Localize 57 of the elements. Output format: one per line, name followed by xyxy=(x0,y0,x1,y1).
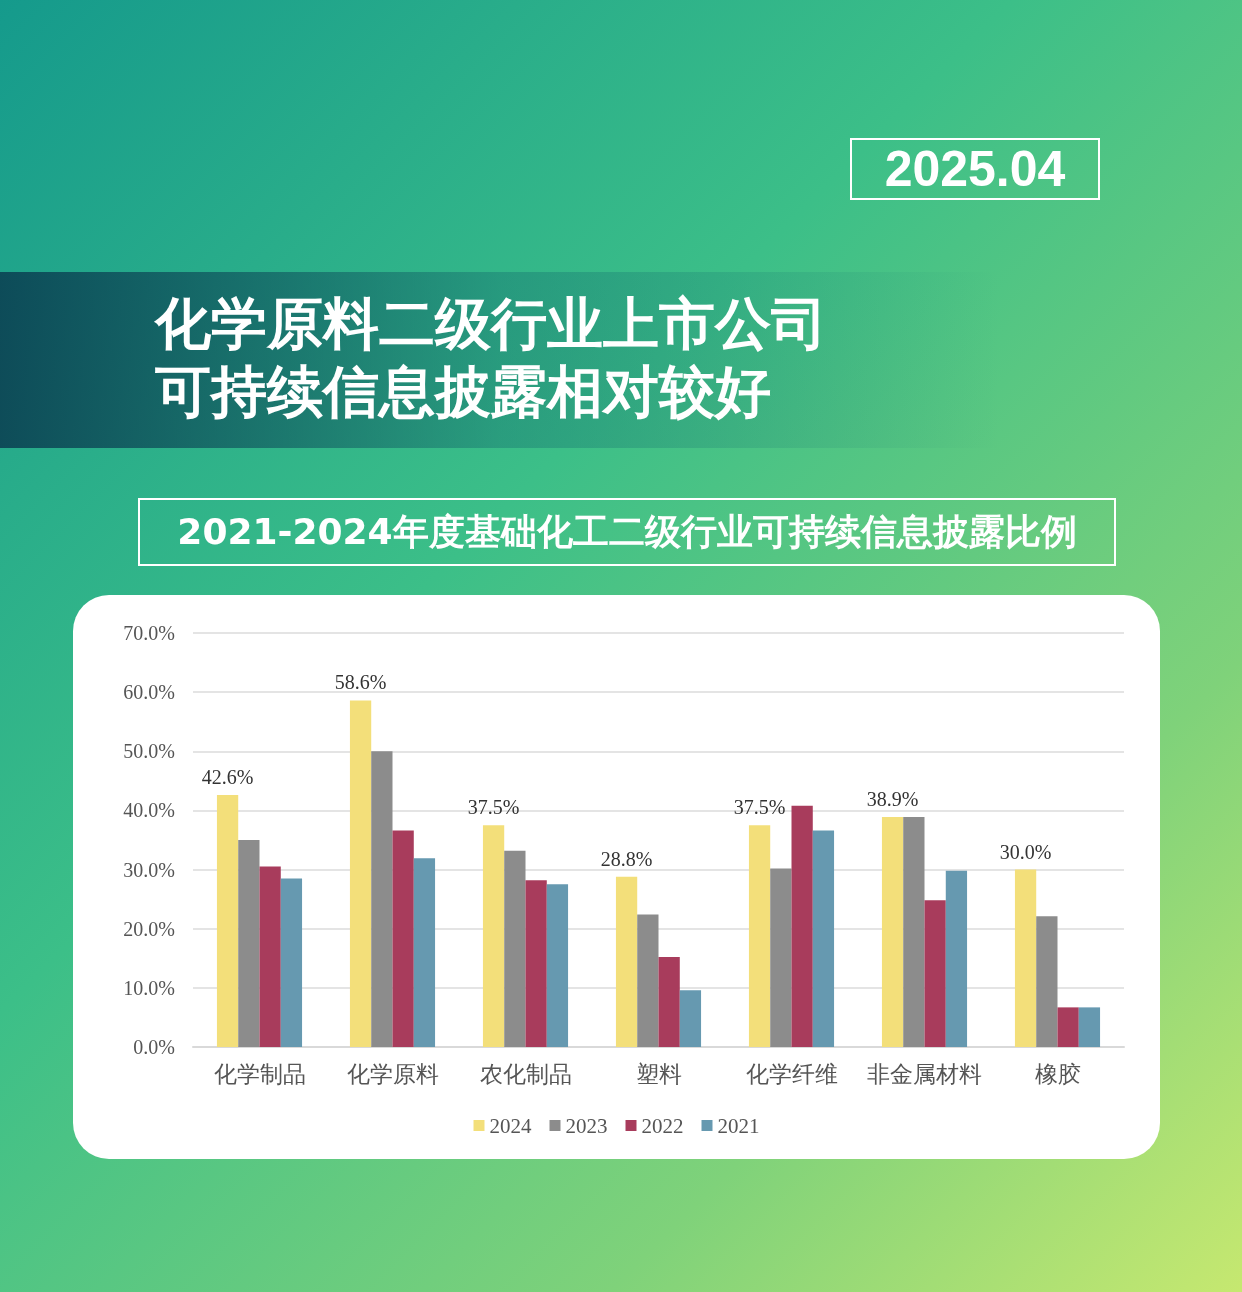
bar xyxy=(1014,869,1037,1047)
bar xyxy=(238,840,260,1047)
x-tick-label: 化学纤维 xyxy=(745,1062,838,1087)
bar xyxy=(392,830,414,1047)
x-tick-label: 非金属材料 xyxy=(867,1062,982,1087)
bar xyxy=(658,957,680,1047)
bar xyxy=(812,830,835,1047)
bar xyxy=(881,816,904,1047)
data-label: 42.6% xyxy=(201,766,254,789)
bar xyxy=(371,751,393,1047)
bar xyxy=(679,990,702,1047)
bar xyxy=(1078,1007,1101,1047)
text: 2025.04 xyxy=(850,138,1100,200)
bar xyxy=(525,880,547,1047)
chart-subtitle: 2021-2024年度基础化工二级行业可持续信息披露比例 xyxy=(138,498,1116,566)
y-tick-label: 30.0% xyxy=(123,858,175,881)
data-label: 58.6% xyxy=(334,671,387,694)
y-tick-label: 20.0% xyxy=(123,917,175,940)
data-label: 37.5% xyxy=(467,796,520,819)
legend-label: 2023 xyxy=(565,1113,608,1138)
y-tick-label: 60.0% xyxy=(123,681,175,704)
bar xyxy=(748,825,771,1047)
x-tick-label: 塑料 xyxy=(635,1062,682,1087)
data-label: 30.0% xyxy=(999,840,1052,863)
chart-title: 化学原料二级行业上市公司可持续信息披露相对较好 xyxy=(155,290,828,426)
bar xyxy=(1057,1007,1079,1047)
x-tick-label: 化学制品 xyxy=(213,1062,306,1087)
y-tick-label: 10.0% xyxy=(123,976,175,999)
legend-label: 2021 xyxy=(717,1113,760,1138)
legend-label: 2024 xyxy=(489,1113,532,1138)
bar xyxy=(413,858,436,1047)
x-tick-label: 化学原料 xyxy=(346,1062,439,1087)
legend-label: 2022 xyxy=(641,1113,684,1138)
bar xyxy=(791,805,813,1047)
bar xyxy=(637,914,659,1047)
data-label: 28.8% xyxy=(600,847,653,870)
bar xyxy=(924,900,946,1047)
bar xyxy=(546,884,569,1047)
bar xyxy=(945,870,968,1047)
bar xyxy=(216,795,239,1047)
bar xyxy=(615,876,638,1047)
y-tick-label: 70.0% xyxy=(123,622,175,644)
x-tick-label: 橡胶 xyxy=(1034,1062,1081,1087)
y-tick-label: 0.0% xyxy=(133,1036,175,1058)
bar xyxy=(504,850,526,1047)
y-tick-label: 50.0% xyxy=(123,740,175,763)
bar xyxy=(1036,916,1058,1047)
bar xyxy=(770,868,792,1047)
y-tick-label: 40.0% xyxy=(123,799,175,822)
x-tick-label: 农化制品 xyxy=(479,1062,572,1087)
bar xyxy=(280,878,303,1047)
bar xyxy=(482,825,505,1047)
bar xyxy=(259,866,281,1047)
data-label: 37.5% xyxy=(733,796,786,819)
bar xyxy=(903,816,925,1047)
data-label: 38.9% xyxy=(866,787,919,810)
bar xyxy=(349,700,372,1047)
